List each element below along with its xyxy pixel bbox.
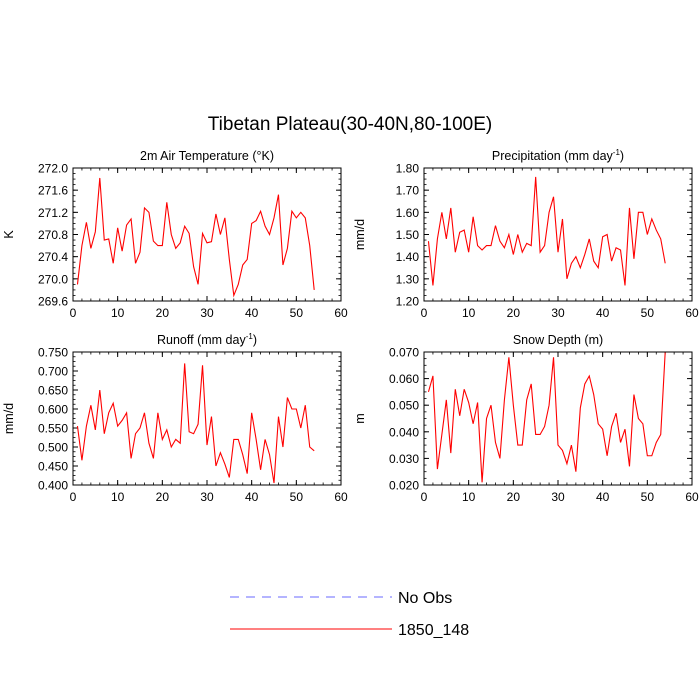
y-tick-label: 270.4	[38, 250, 68, 264]
x-tick-label: 50	[641, 490, 655, 504]
y-tick-label: 1.60	[396, 206, 420, 220]
panel-title-exponent: -1	[613, 148, 621, 157]
y-tick-label: 1.70	[396, 184, 420, 198]
plot-frame	[423, 167, 693, 302]
series-line	[76, 177, 315, 298]
y-tick-label: 0.030	[389, 452, 419, 466]
panel-title: 2m Air Temperature (°K)	[140, 149, 274, 163]
plot-frame	[72, 167, 342, 302]
y-tick-label: 1.20	[396, 295, 420, 309]
y-tick-label: 0.040	[389, 425, 419, 439]
chart-panel-4: Snow Depth (m) m 0 10 20 30 40 50 60 0.020 0.030 0.…	[353, 333, 699, 504]
y-tick-label: 0.700	[38, 365, 68, 379]
y-tick-label: 1.40	[396, 250, 420, 264]
x-tick-label: 30	[200, 306, 214, 320]
x-tick-label: 10	[462, 490, 476, 504]
x-tick-label: 50	[290, 490, 304, 504]
series-line	[76, 363, 315, 484]
y-tick-label: 1.80	[396, 162, 420, 176]
y-tick-label: 0.020	[389, 479, 419, 493]
x-tick-label: 20	[156, 306, 170, 320]
legend: No Obs 1850_148	[230, 590, 469, 639]
figure-title: Tibetan Plateau(30-40N,80-100E)	[208, 114, 492, 135]
x-tick-label: 0	[421, 306, 428, 320]
x-tick-label: 0	[70, 490, 77, 504]
x-tick-label: 40	[596, 490, 610, 504]
legend-label: 1850_148	[398, 622, 469, 639]
y-tick-label: 1.30	[396, 272, 420, 286]
legend-label: No Obs	[398, 590, 452, 607]
chart-panel-1: 2m Air Temperature (°K) K 0 10 20 30 40 50 60 269…	[2, 149, 348, 320]
y-tick-label: 0.060	[389, 372, 419, 386]
x-tick-label: 60	[334, 490, 348, 504]
x-tick-label: 40	[245, 306, 259, 320]
chart-panel-3: Runoff (mm day-1) mm/d 0 10 20 30 40 50 60 0.400 0…	[2, 332, 348, 504]
x-tick-label: 10	[111, 490, 125, 504]
y-tick-label: 271.2	[38, 206, 68, 220]
x-tick-label: 30	[200, 490, 214, 504]
x-tick-label: 20	[507, 306, 521, 320]
y-axis-label: K	[2, 230, 16, 239]
x-tick-label: 60	[685, 306, 699, 320]
y-tick-label: 0.070	[389, 346, 419, 360]
y-tick-label: 0.500	[38, 441, 68, 455]
y-tick-label: 0.750	[38, 346, 68, 360]
y-axis-label: mm/d	[353, 219, 367, 250]
x-tick-label: 50	[290, 306, 304, 320]
y-tick-label: 270.8	[38, 228, 68, 242]
x-tick-label: 0	[421, 490, 428, 504]
x-tick-label: 10	[111, 306, 125, 320]
x-tick-label: 40	[596, 306, 610, 320]
y-tick-label: 272.0	[38, 162, 68, 176]
y-axis-label: m	[353, 413, 367, 423]
x-tick-label: 30	[551, 490, 565, 504]
y-tick-label: 0.600	[38, 403, 68, 417]
plot-frame	[423, 351, 693, 486]
x-tick-label: 10	[462, 306, 476, 320]
x-tick-label: 30	[551, 306, 565, 320]
y-tick-label: 0.450	[38, 460, 68, 474]
y-tick-label: 271.6	[38, 184, 68, 198]
x-tick-label: 20	[156, 490, 170, 504]
panel-title: Snow Depth (m)	[513, 333, 603, 347]
y-tick-label: 0.050	[389, 399, 419, 413]
x-tick-label: 60	[334, 306, 348, 320]
x-tick-label: 60	[685, 490, 699, 504]
y-tick-label: 269.6	[38, 295, 68, 309]
y-tick-label: 270.0	[38, 272, 68, 286]
y-axis-label: mm/d	[2, 403, 16, 434]
x-tick-label: 50	[641, 306, 655, 320]
panels: 2m Air Temperature (°K) K 0 10 20 30 40 50 60 269…	[2, 148, 699, 504]
y-tick-label: 0.400	[38, 479, 68, 493]
series-line	[427, 176, 666, 286]
x-tick-label: 0	[70, 306, 77, 320]
panel-title-exponent: -1	[246, 332, 254, 341]
panel-title-end: )	[620, 149, 624, 163]
panel-title: Runoff (mm day-1)	[157, 332, 257, 347]
panel-title: Precipitation (mm day-1)	[492, 148, 624, 163]
panel-title-end: )	[253, 333, 257, 347]
plot-frame	[72, 351, 342, 486]
y-tick-label: 0.550	[38, 422, 68, 436]
y-tick-label: 1.50	[396, 228, 420, 242]
chart-panel-2: Precipitation (mm day-1) mm/d 0 10 20 30 40 50 6…	[353, 148, 699, 320]
x-tick-label: 40	[245, 490, 259, 504]
y-tick-label: 0.650	[38, 384, 68, 398]
series-line	[427, 351, 666, 483]
x-tick-label: 20	[507, 490, 521, 504]
